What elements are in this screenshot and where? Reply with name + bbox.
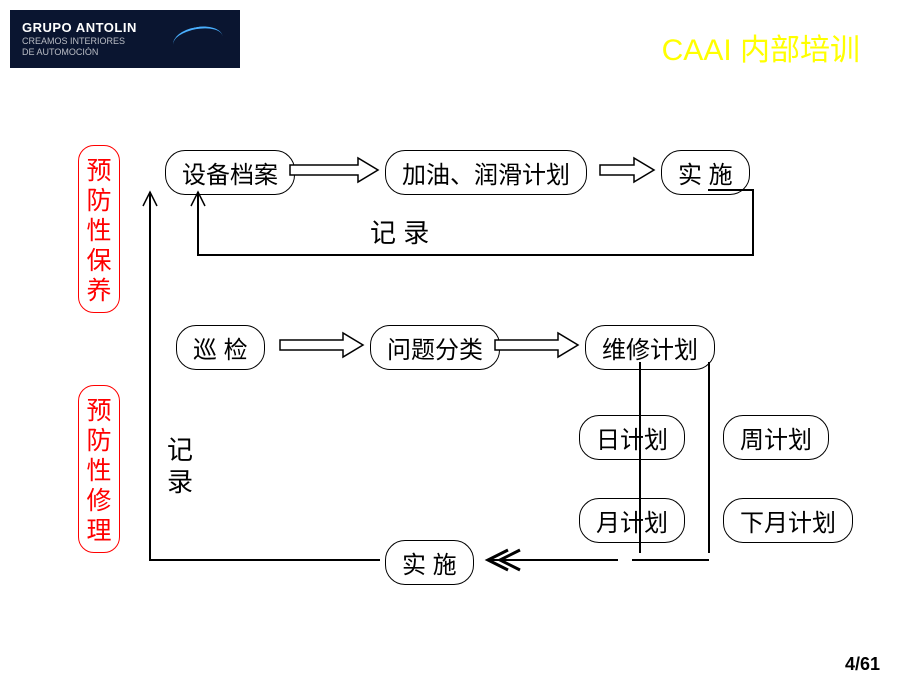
- node-implement-2: 实 施: [385, 540, 474, 585]
- node-equipment-file: 设备档案: [165, 150, 295, 195]
- node-lubrication-plan: 加油、润滑计划: [385, 150, 587, 195]
- logo-line3: DE AUTOMOCIÓN: [22, 47, 137, 58]
- page-title: CAAI 内部培训: [662, 25, 860, 69]
- logo-line1: GRUPO ANTOLIN: [22, 20, 137, 36]
- node-repair-plan: 维修计划: [585, 325, 715, 370]
- label-record-1: 记 录: [370, 213, 429, 250]
- page-number: 4/61: [845, 654, 880, 675]
- node-implement-1: 实 施: [661, 150, 750, 195]
- logo: GRUPO ANTOLIN CREAMOS INTERIORES DE AUTO…: [10, 10, 240, 68]
- label-record-2b: 录: [167, 462, 193, 499]
- node-next-month-plan: 下月计划: [723, 498, 853, 543]
- logo-line2: CREAMOS INTERIORES: [22, 36, 137, 47]
- node-issue-classify: 问题分类: [370, 325, 500, 370]
- node-weekly-plan: 周计划: [723, 415, 829, 460]
- node-daily-plan: 日计划: [579, 415, 685, 460]
- node-inspection: 巡 检: [176, 325, 265, 370]
- sidebar-label-repair: 预防性修理: [78, 385, 120, 553]
- logo-swoosh-icon: [168, 19, 228, 59]
- logo-text: GRUPO ANTOLIN CREAMOS INTERIORES DE AUTO…: [22, 20, 137, 57]
- node-monthly-plan: 月计划: [579, 498, 685, 543]
- sidebar-label-maintenance: 预防性保养: [78, 145, 120, 313]
